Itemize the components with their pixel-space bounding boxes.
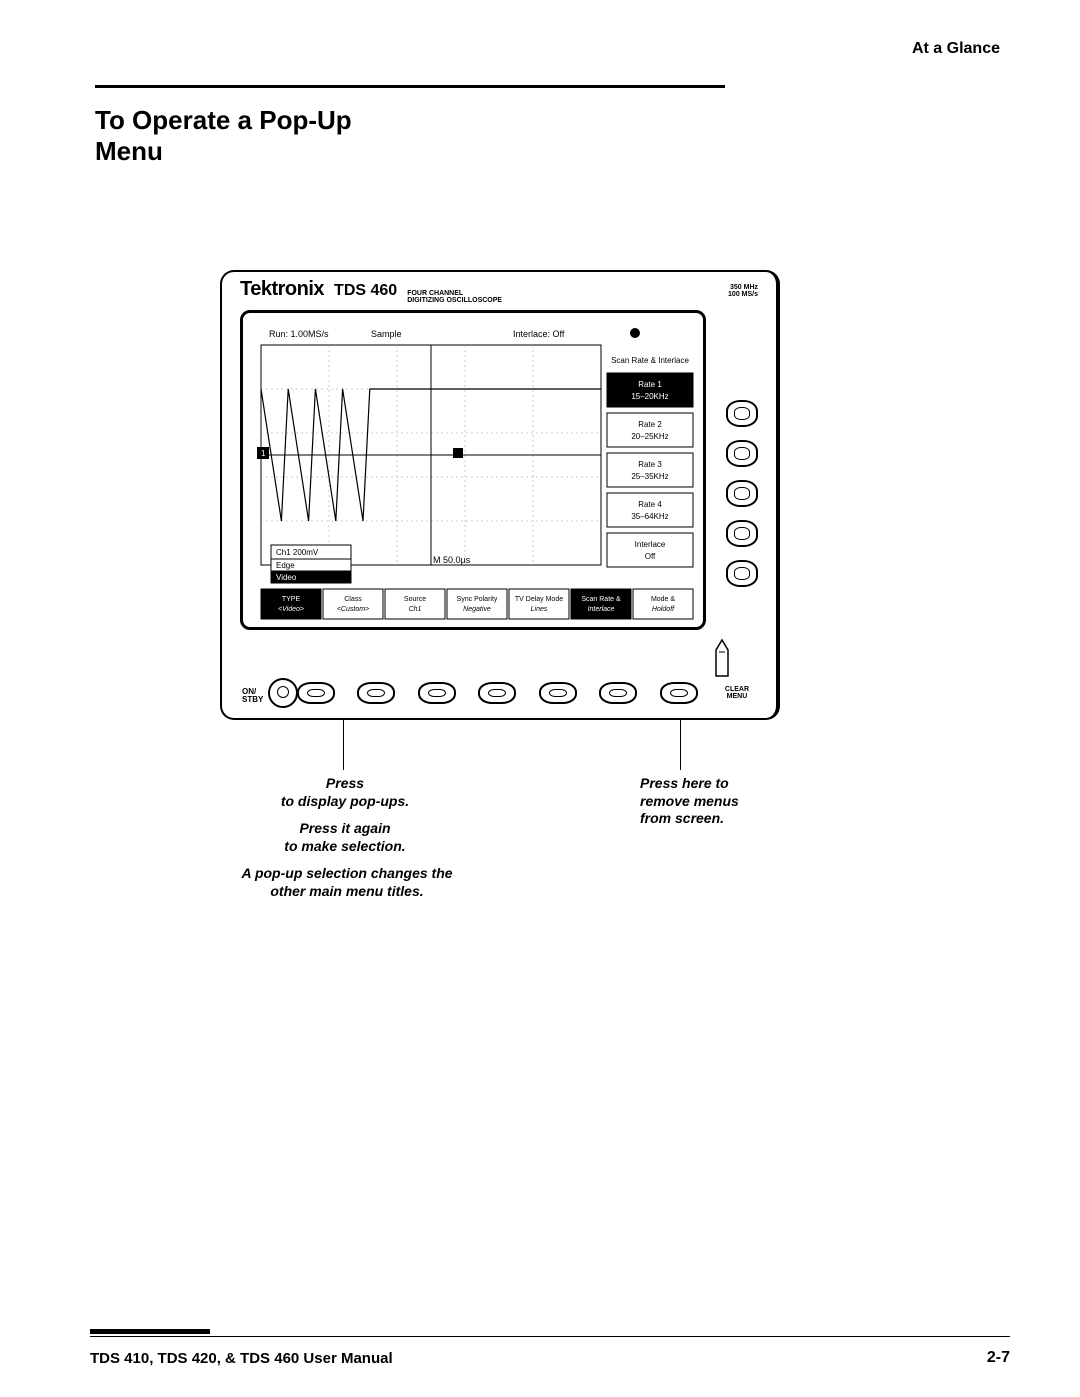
callout-right: Press here to remove menus from screen. <box>640 775 800 828</box>
footer-left: TDS 410, TDS 420, & TDS 460 User Manual <box>90 1350 393 1367</box>
bezel-button[interactable] <box>726 440 758 467</box>
spec-line: 100 MS/s <box>728 291 758 298</box>
svg-text:Rate 3: Rate 3 <box>638 460 662 469</box>
svg-text:<Custom>: <Custom> <box>337 606 369 613</box>
section-title: To Operate a Pop-Up Menu <box>95 105 352 167</box>
bezel-button[interactable] <box>660 682 698 704</box>
bezel-button[interactable] <box>418 682 456 704</box>
crt-screen: Run: 1.00MS/s Sample Interlace: Off <box>240 310 706 630</box>
side-menu: Scan Rate & Interlace Rate 1 15–20KHz Rate … <box>607 356 693 567</box>
side-bezel-buttons <box>726 400 758 600</box>
svg-text:1: 1 <box>261 449 266 458</box>
bezel-button[interactable] <box>726 400 758 427</box>
clear-menu-label: CLEAR MENU <box>720 686 754 700</box>
svg-text:25–35KHz: 25–35KHz <box>631 472 668 481</box>
footer-accent <box>90 1329 210 1334</box>
svg-text:Video: Video <box>276 573 297 582</box>
power-label: ON/ STBY <box>242 688 263 704</box>
label-line: CLEAR <box>725 686 749 693</box>
label-line: STBY <box>242 695 263 704</box>
section-title-line: Menu <box>95 136 163 166</box>
pen-icon <box>714 638 730 678</box>
bezel-specs: 350 MHz 100 MS/s <box>728 284 758 298</box>
callout-left-3: A pop-up selection changes the other mai… <box>222 865 472 900</box>
svg-text:Off: Off <box>645 552 656 561</box>
footer-rule <box>90 1336 1010 1337</box>
svg-text:Scan Rate & Interlace: Scan Rate & Interlace <box>611 356 689 365</box>
status-mid: Sample <box>371 329 402 339</box>
timebase-readout: M 50.0µs <box>433 555 471 565</box>
svg-text:Ch1: Ch1 <box>409 606 422 613</box>
footer-right: 2-7 <box>987 1349 1010 1367</box>
brand-text: Tektronix <box>240 278 324 301</box>
callout-left-1: Press to display pop-ups. <box>255 775 435 810</box>
svg-text:Sync Polarity: Sync Polarity <box>457 596 498 603</box>
svg-text:20–25KHz: 20–25KHz <box>631 432 668 441</box>
svg-text:TV Delay Mode: TV Delay Mode <box>515 596 563 603</box>
thumbwheel-icon[interactable] <box>268 678 298 708</box>
svg-text:Rate 2: Rate 2 <box>638 420 662 429</box>
svg-text:TYPE: TYPE <box>282 596 301 603</box>
bezel-button[interactable] <box>478 682 516 704</box>
bottom-bezel-row: CLEAR MENU <box>297 682 754 704</box>
svg-text:Holdoff: Holdoff <box>652 606 675 613</box>
spec-line: 350 MHz <box>730 284 758 291</box>
trigger-icon <box>630 328 640 338</box>
label-line: MENU <box>727 693 748 700</box>
svg-text:Rate 4: Rate 4 <box>638 500 662 509</box>
bezel-button[interactable] <box>726 520 758 547</box>
oscilloscope-figure: Tektronix TDS 460 FOUR CHANNEL DIGITIZIN… <box>220 270 780 720</box>
callout-leader <box>343 720 344 770</box>
callout-left-2: Press it again to make selection. <box>255 820 435 855</box>
svg-text:Class: Class <box>344 596 362 603</box>
status-right: Interlace: Off <box>513 329 565 339</box>
svg-text:Interlace: Interlace <box>635 540 666 549</box>
bezel-button[interactable] <box>599 682 637 704</box>
popup-menu: Ch1 200mV Edge Video <box>271 545 351 583</box>
screen-svg: Run: 1.00MS/s Sample Interlace: Off <box>243 313 703 627</box>
svg-text:Lines: Lines <box>531 606 548 613</box>
page: At a Glance To Operate a Pop-Up Menu Tek… <box>0 0 1080 1397</box>
svg-text:Edge: Edge <box>276 561 295 570</box>
bezel-button[interactable] <box>726 560 758 587</box>
bezel-button[interactable] <box>539 682 577 704</box>
svg-text:Mode &: Mode & <box>651 596 675 603</box>
section-title-line: To Operate a Pop-Up <box>95 105 352 135</box>
svg-text:<Video>: <Video> <box>278 606 304 613</box>
callout-leader <box>680 720 681 770</box>
bezel-button[interactable] <box>297 682 335 704</box>
svg-text:Scan Rate &: Scan Rate & <box>581 596 621 603</box>
svg-text:15–20KHz: 15–20KHz <box>631 392 668 401</box>
model-subtitle: FOUR CHANNEL DIGITIZING OSCILLOSCOPE <box>407 290 502 304</box>
svg-text:Source: Source <box>404 596 426 603</box>
status-left: Run: 1.00MS/s <box>269 329 329 339</box>
bezel-left: Tektronix TDS 460 FOUR CHANNEL DIGITIZIN… <box>240 278 502 304</box>
section-rule <box>95 85 725 88</box>
subtitle-line: DIGITIZING OSCILLOSCOPE <box>407 297 502 304</box>
running-head: At a Glance <box>912 40 1000 58</box>
svg-text:Ch1 200mV: Ch1 200mV <box>276 548 319 557</box>
bottom-menu: TYPE <Video> Class <Custom> Source Ch1 Sync Po… <box>261 589 693 619</box>
bezel-button[interactable] <box>357 682 395 704</box>
svg-text:Negative: Negative <box>463 606 491 613</box>
subtitle-line: FOUR CHANNEL <box>407 290 463 297</box>
svg-text:Interlace: Interlace <box>588 606 615 613</box>
bezel-title-bar: Tektronix TDS 460 FOUR CHANNEL DIGITIZIN… <box>222 272 776 306</box>
svg-text:Rate 1: Rate 1 <box>638 380 662 389</box>
svg-text:35–64KHz: 35–64KHz <box>631 512 668 521</box>
model-text: TDS 460 <box>334 282 397 300</box>
bezel-button[interactable] <box>726 480 758 507</box>
